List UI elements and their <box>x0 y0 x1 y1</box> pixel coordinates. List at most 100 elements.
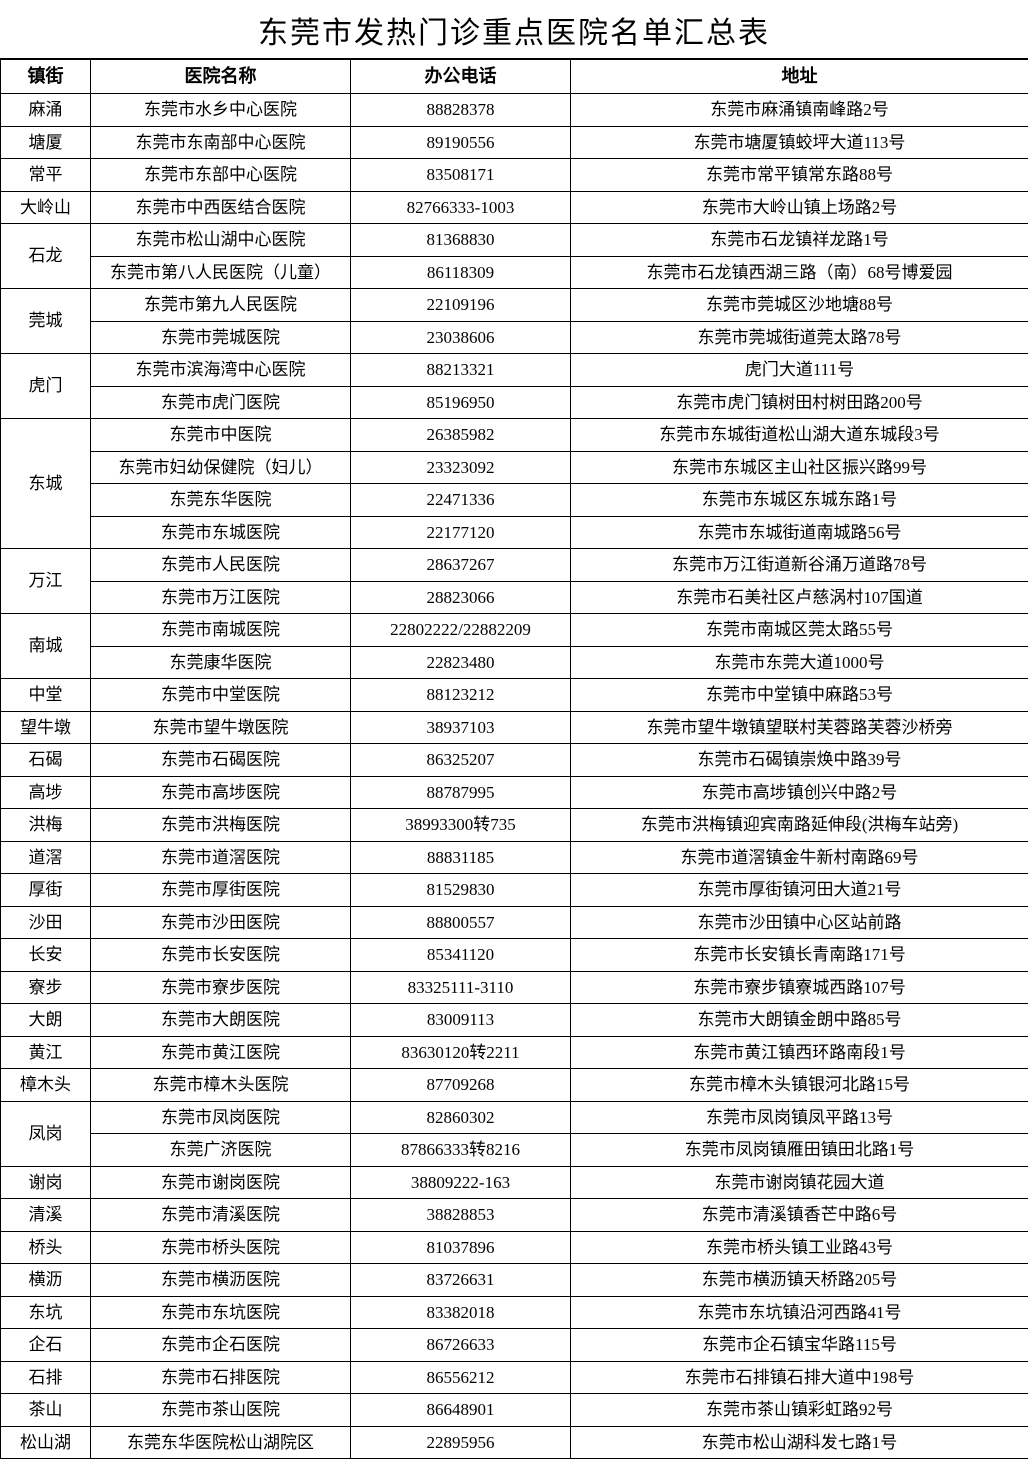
table-row: 东坑东莞市东坑医院83382018东莞市东坑镇沿河西路41号 <box>1 1296 1028 1329</box>
cell-address: 东莞市沙田镇中心区站前路 <box>571 906 1028 939</box>
table-row: 东城东莞市中医院26385982东莞市东城街道松山湖大道东城段3号 <box>1 419 1028 452</box>
cell-hospital: 东莞市凤岗医院 <box>91 1101 351 1134</box>
table-row: 寮步东莞市寮步医院83325111-3110东莞市寮步镇寮城西路107号 <box>1 971 1028 1004</box>
table-row: 万江东莞市人民医院28637267东莞市万江街道新谷涌万道路78号 <box>1 549 1028 582</box>
cell-address: 东莞市中堂镇中麻路53号 <box>571 679 1028 712</box>
cell-phone: 83726631 <box>351 1264 571 1297</box>
cell-hospital: 东莞广济医院 <box>91 1134 351 1167</box>
cell-address: 东莞市东城街道南城路56号 <box>571 516 1028 549</box>
cell-district: 万江 <box>1 549 91 614</box>
cell-district: 道滘 <box>1 841 91 874</box>
cell-address: 东莞市横沥镇天桥路205号 <box>571 1264 1028 1297</box>
cell-address: 东莞市桥头镇工业路43号 <box>571 1231 1028 1264</box>
cell-district: 石龙 <box>1 224 91 289</box>
cell-address: 虎门大道111号 <box>571 354 1028 387</box>
cell-district: 望牛墩 <box>1 711 91 744</box>
cell-address: 东莞市东城街道松山湖大道东城段3号 <box>571 419 1028 452</box>
cell-hospital: 东莞市滨海湾中心医院 <box>91 354 351 387</box>
table-row: 沙田东莞市沙田医院88800557东莞市沙田镇中心区站前路 <box>1 906 1028 939</box>
table-row: 常平东莞市东部中心医院83508171东莞市常平镇常东路88号 <box>1 159 1028 192</box>
cell-address: 东莞市厚街镇河田大道21号 <box>571 874 1028 907</box>
table-row: 虎门东莞市滨海湾中心医院88213321虎门大道111号 <box>1 354 1028 387</box>
table-row: 樟木头东莞市樟木头医院87709268东莞市樟木头镇银河北路15号 <box>1 1069 1028 1102</box>
cell-hospital: 东莞市茶山医院 <box>91 1394 351 1427</box>
cell-address: 东莞市虎门镇树田村树田路200号 <box>571 386 1028 419</box>
cell-hospital: 东莞市东城医院 <box>91 516 351 549</box>
col-header-phone: 办公电话 <box>351 60 571 94</box>
cell-hospital: 东莞市清溪医院 <box>91 1199 351 1232</box>
cell-phone: 22177120 <box>351 516 571 549</box>
cell-address: 东莞市东城区主山社区振兴路99号 <box>571 451 1028 484</box>
cell-district: 石碣 <box>1 744 91 777</box>
cell-address: 东莞市石龙镇西湖三路（南）68号博爱园 <box>571 256 1028 289</box>
cell-phone: 87866333转8216 <box>351 1134 571 1167</box>
cell-address: 东莞市洪梅镇迎宾南路延伸段(洪梅车站旁) <box>571 809 1028 842</box>
cell-hospital: 东莞东华医院 <box>91 484 351 517</box>
cell-district: 厚街 <box>1 874 91 907</box>
cell-address: 东莞市东莞大道1000号 <box>571 646 1028 679</box>
cell-address: 东莞市石美社区卢慈涡村107国道 <box>571 581 1028 614</box>
cell-district: 常平 <box>1 159 91 192</box>
table-row: 道滘东莞市道滘医院88831185东莞市道滘镇金牛新村南路69号 <box>1 841 1028 874</box>
cell-phone: 86726633 <box>351 1329 571 1362</box>
col-header-address: 地址 <box>571 60 1028 94</box>
cell-phone: 88828378 <box>351 94 571 127</box>
cell-address: 东莞市大朗镇金朗中路85号 <box>571 1004 1028 1037</box>
cell-district: 企石 <box>1 1329 91 1362</box>
cell-address: 东莞市清溪镇香芒中路6号 <box>571 1199 1028 1232</box>
col-header-hospital: 医院名称 <box>91 60 351 94</box>
table-body: 麻涌东莞市水乡中心医院88828378东莞市麻涌镇南峰路2号塘厦东莞市东南部中心… <box>1 94 1028 1459</box>
hospital-table: 镇街 医院名称 办公电话 地址 麻涌东莞市水乡中心医院88828378东莞市麻涌… <box>0 59 1028 1459</box>
cell-district: 黄江 <box>1 1036 91 1069</box>
table-header-row: 镇街 医院名称 办公电话 地址 <box>1 60 1028 94</box>
table-row: 东莞市第八人民医院（儿童）86118309东莞市石龙镇西湖三路（南）68号博爱园 <box>1 256 1028 289</box>
cell-district: 东城 <box>1 419 91 549</box>
cell-hospital: 东莞市桥头医院 <box>91 1231 351 1264</box>
table-row: 东莞市妇幼保健院（妇儿）23323092东莞市东城区主山社区振兴路99号 <box>1 451 1028 484</box>
cell-phone: 28637267 <box>351 549 571 582</box>
table-row: 石碣东莞市石碣医院86325207东莞市石碣镇崇焕中路39号 <box>1 744 1028 777</box>
table-row: 黄江东莞市黄江医院83630120转2211东莞市黄江镇西环路南段1号 <box>1 1036 1028 1069</box>
cell-hospital: 东莞市松山湖中心医院 <box>91 224 351 257</box>
table-row: 东莞广济医院87866333转8216东莞市凤岗镇雁田镇田北路1号 <box>1 1134 1028 1167</box>
col-header-district: 镇街 <box>1 60 91 94</box>
table-row: 莞城东莞市第九人民医院22109196东莞市莞城区沙地塘88号 <box>1 289 1028 322</box>
cell-phone: 81037896 <box>351 1231 571 1264</box>
cell-phone: 83009113 <box>351 1004 571 1037</box>
table-row: 塘厦东莞市东南部中心医院89190556东莞市塘厦镇蛟坪大道113号 <box>1 126 1028 159</box>
cell-phone: 83630120转2211 <box>351 1036 571 1069</box>
cell-phone: 88123212 <box>351 679 571 712</box>
table-row: 东莞市东城医院22177120东莞市东城街道南城路56号 <box>1 516 1028 549</box>
cell-district: 大岭山 <box>1 191 91 224</box>
cell-district: 茶山 <box>1 1394 91 1427</box>
cell-phone: 83382018 <box>351 1296 571 1329</box>
cell-district: 石排 <box>1 1361 91 1394</box>
cell-phone: 38809222-163 <box>351 1166 571 1199</box>
cell-hospital: 东莞市万江医院 <box>91 581 351 614</box>
table-row: 企石东莞市企石医院86726633东莞市企石镇宝华路115号 <box>1 1329 1028 1362</box>
cell-address: 东莞市寮步镇寮城西路107号 <box>571 971 1028 1004</box>
cell-district: 清溪 <box>1 1199 91 1232</box>
cell-phone: 83325111-3110 <box>351 971 571 1004</box>
cell-hospital: 东莞康华医院 <box>91 646 351 679</box>
cell-hospital: 东莞市水乡中心医院 <box>91 94 351 127</box>
cell-hospital: 东莞市黄江医院 <box>91 1036 351 1069</box>
cell-address: 东莞市石碣镇崇焕中路39号 <box>571 744 1028 777</box>
cell-address: 东莞市道滘镇金牛新村南路69号 <box>571 841 1028 874</box>
cell-hospital: 东莞市横沥医院 <box>91 1264 351 1297</box>
cell-phone: 89190556 <box>351 126 571 159</box>
cell-district: 谢岗 <box>1 1166 91 1199</box>
table-row: 石排东莞市石排医院86556212东莞市石排镇石排大道中198号 <box>1 1361 1028 1394</box>
cell-address: 东莞市樟木头镇银河北路15号 <box>571 1069 1028 1102</box>
cell-phone: 87709268 <box>351 1069 571 1102</box>
cell-address: 东莞市松山湖科发七路1号 <box>571 1426 1028 1459</box>
cell-hospital: 东莞市石碣医院 <box>91 744 351 777</box>
cell-district: 中堂 <box>1 679 91 712</box>
cell-phone: 22471336 <box>351 484 571 517</box>
cell-address: 东莞市凤岗镇雁田镇田北路1号 <box>571 1134 1028 1167</box>
cell-phone: 82860302 <box>351 1101 571 1134</box>
cell-hospital: 东莞市望牛墩医院 <box>91 711 351 744</box>
cell-phone: 85341120 <box>351 939 571 972</box>
cell-hospital: 东莞市虎门医院 <box>91 386 351 419</box>
table-row: 东莞康华医院22823480东莞市东莞大道1000号 <box>1 646 1028 679</box>
